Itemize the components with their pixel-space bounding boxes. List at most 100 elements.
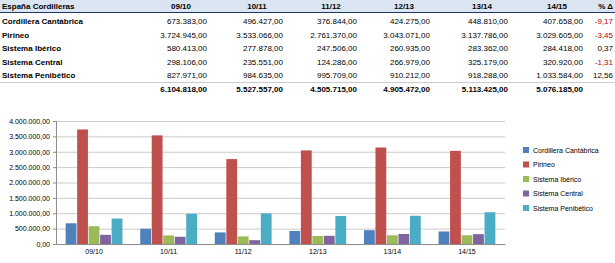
grid bbox=[56, 122, 505, 245]
table-cell: 910.212,00 bbox=[390, 71, 431, 80]
y-tick: 3.000.000,00 bbox=[9, 148, 56, 155]
x-tick: 12/13 bbox=[309, 244, 327, 255]
legend-swatch bbox=[523, 176, 529, 182]
bar bbox=[364, 230, 375, 244]
table-cell: -3,45 bbox=[595, 31, 614, 40]
bar bbox=[163, 235, 174, 244]
table-cell: 407.658,00 bbox=[543, 17, 584, 26]
legend-label: Sistema Ibérico bbox=[533, 176, 581, 183]
bar bbox=[410, 216, 421, 244]
legend-swatch bbox=[523, 162, 529, 168]
table-cell: 3.043.071,00 bbox=[383, 31, 430, 40]
legend-swatch bbox=[523, 191, 529, 197]
table-header-cell: 09/10 bbox=[171, 2, 192, 11]
table-header-cell: 13/14 bbox=[472, 2, 493, 11]
legend-swatch bbox=[523, 205, 529, 211]
bar bbox=[324, 236, 335, 244]
x-tick-label: 10/11 bbox=[160, 248, 177, 255]
bar bbox=[387, 235, 398, 244]
table-cell: 6.104.818,00 bbox=[160, 85, 207, 94]
table-cell: 1.033.584,00 bbox=[536, 71, 583, 80]
table-cell: 3.029.605,00 bbox=[536, 31, 583, 40]
table-cell: 424.275,00 bbox=[390, 17, 431, 26]
table-cell: -1,31 bbox=[595, 58, 614, 67]
table-cell: 283.362,00 bbox=[468, 44, 509, 53]
y-tick-label: 3.000.000,00 bbox=[9, 148, 50, 155]
table-cell: 5.113.425,00 bbox=[462, 85, 509, 94]
bar bbox=[186, 214, 197, 244]
grid-line bbox=[56, 229, 505, 230]
bar bbox=[261, 213, 272, 244]
x-tick-label: 13/14 bbox=[384, 248, 402, 255]
x-axis: 09/1010/1111/1212/1313/1414/15 bbox=[57, 244, 506, 255]
table-cell: 3.724.945,00 bbox=[160, 31, 207, 40]
table-cell: 580.413,00 bbox=[167, 44, 208, 53]
table-cell: 4.905.472,00 bbox=[383, 85, 430, 94]
y-tick-label: 4.000.000,00 bbox=[9, 118, 50, 125]
x-tick-label: 11/12 bbox=[235, 248, 252, 255]
grid-line bbox=[56, 198, 505, 199]
x-tick: 13/14 bbox=[384, 244, 402, 255]
y-tick: 1.500.000,00 bbox=[9, 195, 56, 202]
table-cell: 12,56 bbox=[593, 71, 614, 80]
table-cell: 995.709,00 bbox=[317, 71, 358, 80]
grid-line bbox=[56, 121, 505, 122]
table-cell: 496.427,00 bbox=[243, 17, 284, 26]
table-cell: 2.761.370,00 bbox=[310, 31, 357, 40]
table-cell: 124.286,00 bbox=[317, 58, 358, 67]
grid-line bbox=[56, 152, 505, 153]
table-cell: 0,37 bbox=[597, 44, 613, 53]
table-cell: 376.844,00 bbox=[317, 17, 358, 26]
bar bbox=[77, 129, 88, 244]
table-cell: 325.179,00 bbox=[468, 58, 509, 67]
bar bbox=[462, 235, 473, 244]
legend-label: Sistema Penibético bbox=[533, 205, 593, 212]
y-tick: 2.500.000,00 bbox=[9, 164, 56, 171]
table-row-label: Cordillera Cantábrica bbox=[2, 17, 83, 26]
legend: Cordillera CantábricaPirineoSistema Ibér… bbox=[523, 147, 599, 212]
bar bbox=[289, 231, 300, 244]
y-tick-mark bbox=[53, 183, 56, 184]
table-cell: 4.505.715,00 bbox=[310, 85, 357, 94]
y-tick-mark bbox=[53, 229, 56, 230]
table-cell: 448.810,00 bbox=[468, 17, 509, 26]
bar bbox=[485, 212, 496, 244]
table-cell: 827.971,00 bbox=[167, 71, 208, 80]
y-axis-line bbox=[53, 122, 57, 245]
legend-label: Sistema Central bbox=[533, 190, 583, 197]
table: España Cordilleras09/1010/1111/1212/1313… bbox=[0, 0, 615, 94]
legend-label: Cordillera Cantábrica bbox=[533, 147, 599, 154]
table-cell: 260.935,00 bbox=[390, 44, 431, 53]
y-tick-label: 1.500.000,00 bbox=[9, 195, 50, 202]
bar bbox=[175, 237, 186, 244]
table-cell: 918.288,00 bbox=[468, 71, 509, 80]
table-cell: 673.383,00 bbox=[167, 17, 208, 26]
x-tick-label: 12/13 bbox=[309, 248, 327, 255]
table-row-label: Pirineo bbox=[2, 31, 29, 40]
table-header-cell: 14/15 bbox=[547, 2, 568, 11]
y-tick-label: 500.000,00 bbox=[15, 225, 50, 232]
bar bbox=[66, 223, 77, 244]
grid-line bbox=[56, 136, 505, 137]
y-tick: 1.000.000,00 bbox=[9, 210, 56, 217]
y-tick: 4.000.000,00 bbox=[9, 118, 56, 125]
bar bbox=[112, 219, 123, 244]
table-row-label: Sistema Penibético bbox=[2, 71, 75, 80]
table-cell: 320.920,00 bbox=[543, 58, 584, 67]
y-tick-mark bbox=[53, 198, 56, 199]
y-tick-mark bbox=[53, 136, 56, 137]
y-tick-label: 3.500.000,00 bbox=[9, 133, 50, 140]
y-tick-label: 2.000.000,00 bbox=[9, 179, 50, 186]
bar bbox=[450, 151, 461, 244]
table-header-cell: 10/11 bbox=[247, 2, 267, 11]
table-cell: -9,17 bbox=[595, 17, 614, 26]
bar bbox=[238, 236, 249, 244]
table-header-bg bbox=[0, 0, 615, 12]
table-header-cell: España Cordilleras bbox=[2, 2, 75, 11]
bars bbox=[66, 129, 496, 244]
y-tick-mark bbox=[53, 167, 56, 168]
y-tick-label: 0,00 bbox=[36, 241, 50, 248]
x-tick: 14/15 bbox=[458, 244, 476, 255]
y-tick-label: 1.000.000,00 bbox=[9, 210, 50, 217]
table-cell: 5.076.185,00 bbox=[536, 85, 583, 94]
